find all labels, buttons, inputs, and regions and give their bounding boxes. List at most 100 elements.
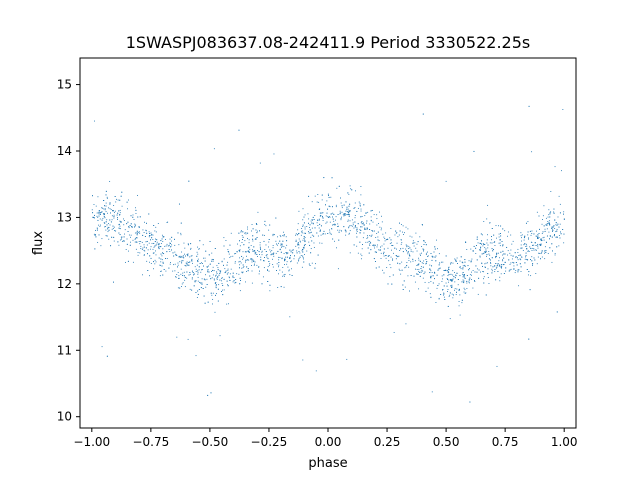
- data-point: [145, 230, 147, 232]
- data-point: [319, 208, 321, 210]
- data-point: [105, 194, 107, 196]
- data-point: [302, 359, 304, 361]
- data-point: [167, 221, 169, 223]
- data-point: [168, 248, 170, 250]
- data-point: [472, 250, 474, 252]
- data-point: [180, 222, 182, 224]
- data-point: [111, 236, 113, 238]
- data-point: [346, 358, 348, 360]
- data-point: [240, 280, 242, 281]
- data-point: [425, 259, 427, 260]
- data-point: [443, 285, 445, 287]
- data-point: [320, 214, 322, 216]
- data-point: [347, 192, 349, 194]
- data-point: [340, 218, 342, 219]
- data-point: [541, 256, 543, 258]
- data-point: [121, 236, 123, 238]
- data-point: [106, 355, 108, 357]
- data-point: [103, 200, 105, 201]
- data-point: [97, 219, 99, 221]
- data-point: [402, 251, 404, 253]
- data-point: [146, 253, 148, 255]
- data-point: [245, 281, 246, 283]
- data-point: [147, 270, 149, 271]
- data-point: [366, 222, 368, 224]
- data-point: [385, 255, 387, 257]
- data-point: [330, 213, 332, 215]
- data-point: [360, 194, 362, 196]
- data-point: [308, 222, 309, 224]
- data-point: [535, 273, 537, 274]
- data-point: [502, 250, 504, 252]
- data-point: [365, 228, 367, 230]
- data-point: [321, 212, 323, 214]
- data-point: [284, 259, 286, 261]
- data-point: [462, 279, 464, 281]
- data-point: [374, 251, 376, 253]
- data-point: [187, 255, 189, 257]
- data-point: [546, 223, 548, 225]
- data-point: [223, 237, 225, 239]
- data-point: [507, 231, 509, 233]
- data-point: [387, 238, 389, 240]
- data-point: [502, 264, 504, 266]
- x-tick-label: −0.25: [251, 435, 288, 449]
- data-point: [139, 216, 141, 218]
- data-point: [458, 305, 460, 307]
- data-point: [464, 277, 466, 279]
- data-point: [361, 255, 363, 257]
- data-point: [155, 231, 157, 233]
- data-point: [552, 226, 554, 228]
- data-point: [150, 235, 152, 237]
- data-point: [283, 286, 285, 288]
- data-point: [246, 255, 247, 257]
- data-point: [335, 206, 337, 208]
- data-point: [246, 266, 247, 268]
- data-point: [104, 222, 106, 224]
- data-point: [468, 260, 470, 262]
- data-point: [109, 224, 111, 226]
- data-point: [555, 222, 557, 224]
- data-point: [280, 243, 282, 245]
- data-point: [348, 227, 350, 229]
- data-point: [275, 217, 277, 219]
- data-point: [513, 268, 515, 270]
- data-point: [412, 242, 414, 244]
- data-point: [470, 260, 472, 262]
- data-point: [306, 250, 308, 252]
- data-point: [125, 249, 127, 250]
- data-point: [542, 219, 543, 220]
- data-point: [158, 243, 160, 244]
- data-point: [211, 271, 212, 272]
- data-point: [549, 235, 551, 237]
- data-point: [138, 241, 140, 242]
- data-point: [308, 241, 310, 243]
- data-point: [257, 256, 259, 257]
- chart-title: 1SWASPJ083637.08-242411.9 Period 3330522…: [126, 33, 531, 52]
- data-point: [105, 205, 107, 207]
- data-point: [540, 239, 542, 241]
- data-point: [174, 251, 176, 253]
- data-point: [430, 275, 432, 277]
- data-point: [250, 245, 252, 247]
- data-point: [333, 213, 335, 215]
- data-point: [186, 271, 188, 273]
- data-point: [311, 227, 313, 229]
- data-point: [431, 259, 433, 261]
- data-point: [318, 218, 320, 220]
- data-point: [468, 269, 470, 271]
- data-point: [295, 245, 297, 247]
- data-point: [538, 243, 540, 245]
- data-point: [456, 257, 458, 259]
- data-point: [400, 248, 402, 250]
- data-point: [214, 311, 216, 313]
- data-point: [130, 241, 131, 243]
- data-point: [197, 280, 199, 282]
- data-point: [102, 207, 104, 209]
- data-point: [295, 233, 297, 235]
- data-point: [99, 224, 101, 226]
- data-point: [105, 226, 107, 227]
- data-point: [405, 226, 407, 228]
- data-point: [119, 234, 121, 236]
